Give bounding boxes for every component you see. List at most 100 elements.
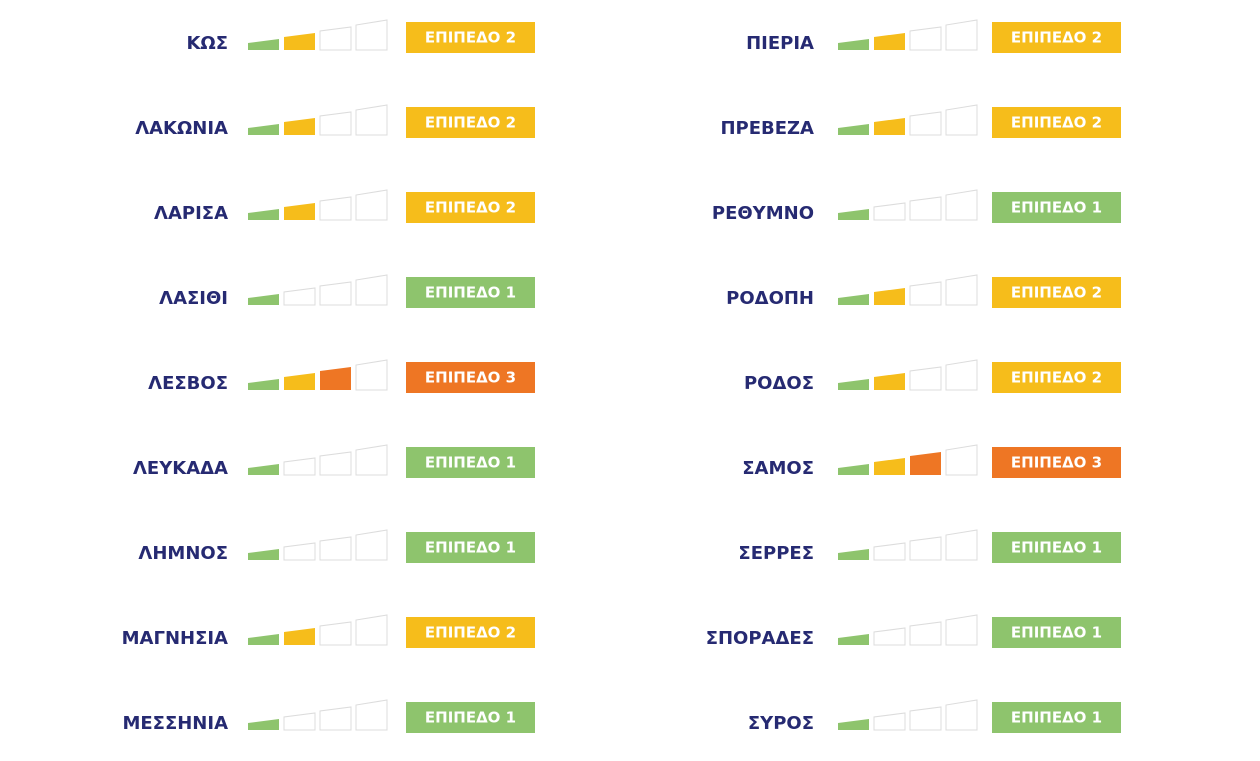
region-name: ΡΕΘΥΜΝΟ [712, 203, 814, 224]
level-segment [838, 209, 869, 220]
level-segment [909, 111, 942, 136]
level-segment [945, 104, 978, 136]
level-segment [319, 111, 352, 136]
level-badge [406, 532, 535, 563]
level-segment [945, 19, 978, 51]
level-segment [909, 196, 942, 221]
region-name: ΣΑΜΟΣ [742, 458, 814, 479]
level-segment [874, 118, 905, 135]
level-segment [248, 39, 279, 50]
level-segment [909, 706, 942, 731]
level-badge [992, 192, 1121, 223]
level-segment [838, 464, 869, 475]
level-segment [909, 621, 942, 646]
level-label: ΕΠΙΠΕΔΟ 1 [1011, 199, 1102, 217]
level-segment [838, 634, 869, 645]
level-segment [874, 373, 905, 390]
region-name: ΛΑΡΙΣΑ [154, 203, 228, 224]
level-badge [406, 107, 535, 138]
level-segment [284, 628, 315, 645]
level-segment [284, 33, 315, 50]
level-badge [992, 22, 1121, 53]
level-segment [909, 281, 942, 306]
region-name: ΛΕΥΚΑΔΑ [133, 458, 228, 479]
level-label: ΕΠΙΠΕΔΟ 1 [425, 539, 516, 557]
level-segment [355, 444, 388, 476]
level-segment [283, 287, 316, 306]
level-label: ΕΠΙΠΕΔΟ 2 [1011, 114, 1102, 132]
level-segment [838, 549, 869, 560]
region-name: ΛΕΣΒΟΣ [148, 373, 228, 394]
level-segment [319, 26, 352, 51]
level-segment [248, 379, 279, 390]
level-label: ΕΠΙΠΕΔΟ 1 [1011, 539, 1102, 557]
region-name: ΛΑΣΙΘΙ [159, 288, 228, 309]
region-name: ΣΕΡΡΕΣ [738, 543, 814, 564]
region-name: ΠΙΕΡΙΑ [746, 33, 814, 54]
level-badge [406, 277, 535, 308]
level-segment [355, 359, 388, 391]
level-segment [874, 288, 905, 305]
level-badge [992, 532, 1121, 563]
level-label: ΕΠΙΠΕΔΟ 2 [425, 29, 516, 47]
level-segment [355, 19, 388, 51]
level-label: ΕΠΙΠΕΔΟ 1 [1011, 624, 1102, 642]
region-name: ΣΥΡΟΣ [748, 713, 814, 734]
level-segment [319, 196, 352, 221]
level-label: ΕΠΙΠΕΔΟ 1 [425, 454, 516, 472]
level-segment [320, 367, 351, 390]
level-segment [838, 379, 869, 390]
level-segment [248, 464, 279, 475]
level-segment [319, 621, 352, 646]
level-segment [248, 124, 279, 135]
level-segment [248, 549, 279, 560]
level-label: ΕΠΙΠΕΔΟ 2 [1011, 284, 1102, 302]
level-segment [319, 281, 352, 306]
region-name: ΛΗΜΝΟΣ [138, 543, 228, 564]
level-badge [406, 22, 535, 53]
level-badge [406, 447, 535, 478]
level-badge [406, 617, 535, 648]
level-segment [945, 189, 978, 221]
level-label: ΕΠΙΠΕΔΟ 1 [1011, 709, 1102, 727]
level-segment [284, 118, 315, 135]
level-segment [319, 536, 352, 561]
level-segment [838, 294, 869, 305]
level-segment [945, 614, 978, 646]
level-segment [873, 712, 906, 731]
level-badge [992, 277, 1121, 308]
level-badge [992, 362, 1121, 393]
level-badge [992, 617, 1121, 648]
level-badge [406, 702, 535, 733]
level-segment [909, 536, 942, 561]
region-name: ΣΠΟΡΑΔΕΣ [706, 628, 814, 649]
region-name: ΠΡΕΒΕΖΑ [720, 118, 814, 139]
level-segment [248, 209, 279, 220]
level-segment [873, 542, 906, 561]
level-segment [355, 104, 388, 136]
level-segment [284, 373, 315, 390]
level-segment [319, 451, 352, 476]
level-segment [945, 529, 978, 561]
level-label: ΕΠΙΠΕΔΟ 2 [425, 114, 516, 132]
region-name: ΡΟΔΟΣ [744, 373, 814, 394]
level-segment [248, 719, 279, 730]
level-segment [838, 39, 869, 50]
region-name: ΜΑΓΝΗΣΙΑ [122, 628, 228, 649]
level-segment [945, 699, 978, 731]
level-segment [909, 366, 942, 391]
level-segment [283, 712, 316, 731]
level-label: ΕΠΙΠΕΔΟ 1 [425, 284, 516, 302]
region-name: ΚΩΣ [186, 33, 228, 54]
level-segment [838, 124, 869, 135]
level-segment [319, 706, 352, 731]
level-badge [406, 192, 535, 223]
level-segment [945, 274, 978, 306]
level-segment [283, 542, 316, 561]
level-segment [873, 202, 906, 221]
level-segment [838, 719, 869, 730]
level-label: ΕΠΙΠΕΔΟ 1 [425, 709, 516, 727]
region-name: ΡΟΔΟΠΗ [726, 288, 814, 309]
level-badge [992, 702, 1121, 733]
